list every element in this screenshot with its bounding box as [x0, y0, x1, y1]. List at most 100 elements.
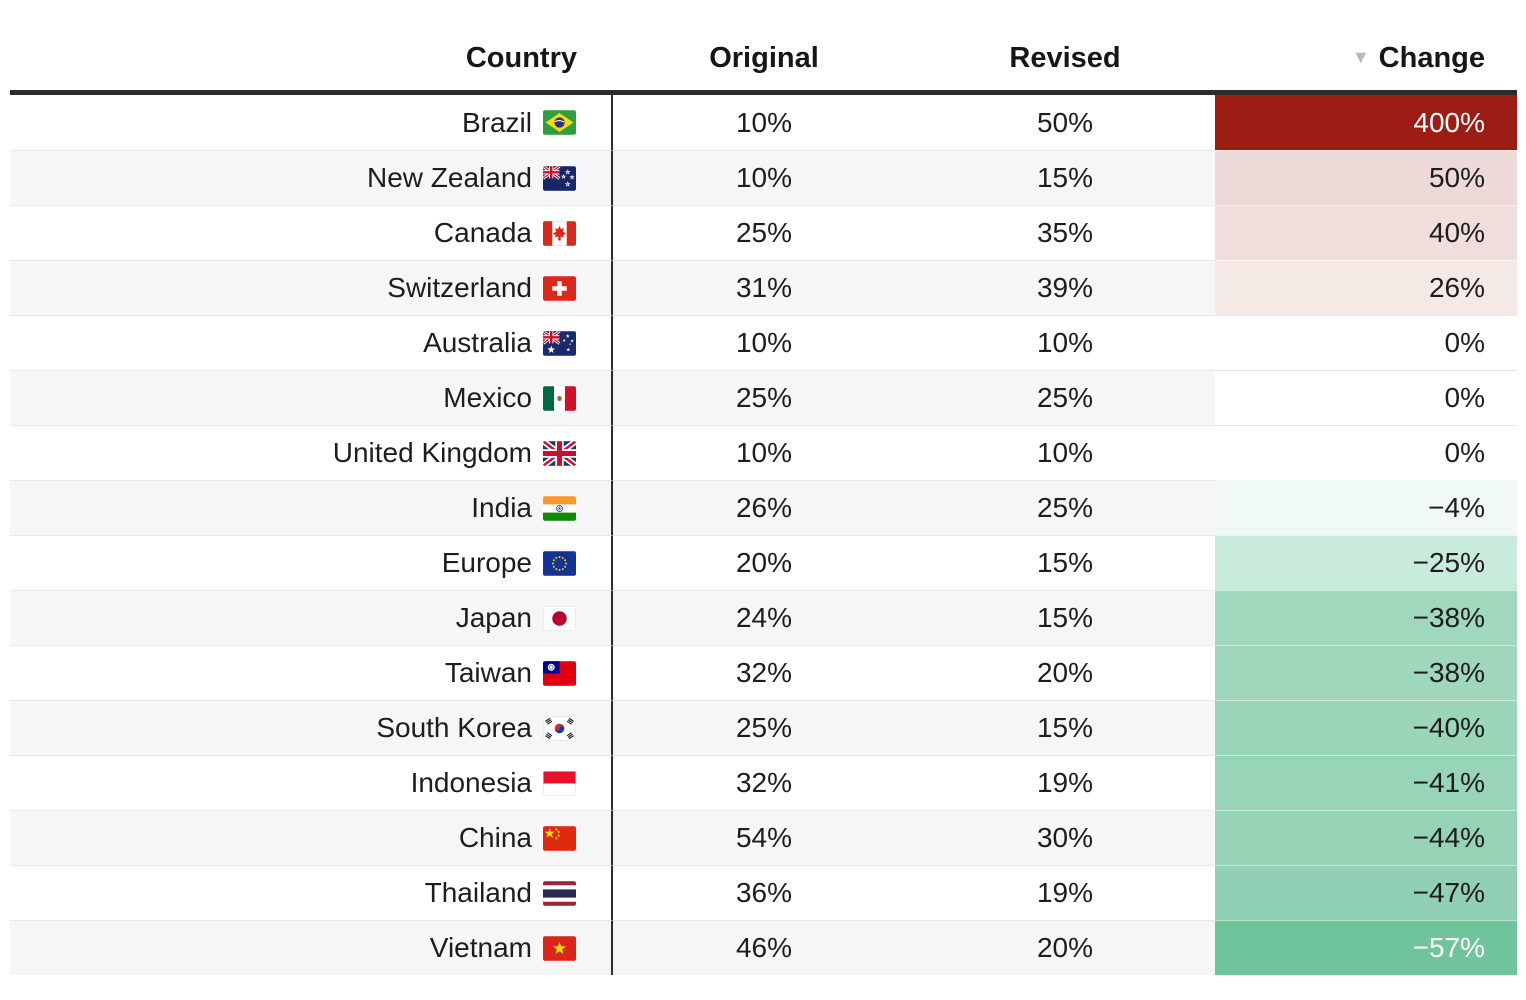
table-row: China 54% 30% −44% — [10, 810, 1517, 865]
original-tariff-cell: 20% — [613, 535, 915, 590]
country-cell: Indonesia — [10, 755, 613, 810]
change-cell: −44% — [1215, 810, 1517, 865]
table-body: Brazil 10% 50% 400% New Zealand 10% 15% … — [10, 95, 1517, 975]
column-header-original[interactable]: Original — [613, 42, 915, 75]
table-row: Brazil 10% 50% 400% — [10, 95, 1517, 150]
country-cell: Japan — [10, 590, 613, 645]
country-cell: New Zealand — [10, 150, 613, 205]
country-name: China — [458, 822, 532, 853]
revised-tariff-cell: 20% — [915, 920, 1215, 975]
original-tariff-cell: 10% — [613, 150, 915, 205]
sort-desc-icon: ▼ — [1351, 46, 1370, 67]
change-cell: −4% — [1215, 480, 1517, 535]
flag-thailand-icon — [543, 880, 576, 906]
revised-tariff-cell: 39% — [915, 260, 1215, 315]
flag-europe-icon — [543, 550, 576, 576]
revised-tariff-cell: 30% — [915, 810, 1215, 865]
original-tariff-cell: 32% — [613, 755, 915, 810]
original-tariff-cell: 24% — [613, 590, 915, 645]
change-cell: −47% — [1215, 865, 1517, 920]
revised-tariff-cell: 50% — [1036, 106, 1094, 138]
country-cell: Europe — [10, 535, 613, 590]
change-cell: 0% — [1215, 315, 1517, 370]
change-cell: −40% — [1215, 700, 1517, 755]
country-name: Brazil — [461, 106, 532, 138]
original-tariff-cell: 25% — [613, 370, 915, 425]
revised-tariff-cell: 10% — [915, 425, 1215, 480]
original-tariff-cell: 25% — [613, 205, 915, 260]
revised-tariff-cell: 19% — [915, 865, 1215, 920]
revised-tariff-cell: 19% — [915, 755, 1215, 810]
flag-canada-icon — [543, 220, 576, 246]
table-row: United Kingdom 10% 10% 0% — [10, 425, 1517, 480]
country-name: Japan — [455, 602, 532, 633]
change-cell: 400% — [1215, 95, 1517, 150]
country-cell: Mexico — [10, 370, 613, 425]
table-row: South Korea 25% 15% −40% — [10, 700, 1517, 755]
country-name: South Korea — [376, 712, 532, 743]
column-header-change[interactable]: ▼ Change — [1215, 42, 1517, 75]
table-row: Taiwan 32% 20% −38% — [10, 645, 1517, 700]
country-name: Thailand — [424, 877, 532, 908]
country-name: United Kingdom — [332, 437, 532, 468]
change-cell: −38% — [1215, 645, 1517, 700]
flag-indonesia-icon — [543, 770, 576, 796]
table-row: New Zealand 10% 15% 50% — [10, 150, 1517, 205]
country-cell: Vietnam — [10, 920, 613, 975]
flag-china-icon — [543, 825, 576, 851]
flag-vietnam-icon — [543, 935, 576, 961]
revised-tariff-cell: 35% — [915, 205, 1215, 260]
country-name: Europe — [441, 547, 532, 578]
table-row: Mexico 25% 25% 0% — [10, 370, 1517, 425]
table-row: Thailand 36% 19% −47% — [10, 865, 1517, 920]
country-cell: Switzerland — [10, 260, 613, 315]
change-cell: 50% — [1215, 150, 1517, 205]
change-cell: 40% — [1215, 205, 1517, 260]
table-row: Australia 10% 10% 0% — [10, 315, 1517, 370]
revised-tariff-cell: 15% — [915, 150, 1215, 205]
table-row: Switzerland 31% 39% 26% — [10, 260, 1517, 315]
table-row: Canada 25% 35% 40% — [10, 205, 1517, 260]
revised-tariff-cell: 20% — [915, 645, 1215, 700]
revised-tariff-cell: 15% — [915, 535, 1215, 590]
column-header-revised[interactable]: Revised — [915, 42, 1215, 75]
original-tariff-cell: 25% — [613, 700, 915, 755]
country-name: Canada — [433, 217, 532, 248]
original-tariff-cell: 36% — [613, 865, 915, 920]
country-cell: China — [10, 810, 613, 865]
change-cell: 0% — [1215, 425, 1517, 480]
change-cell: −41% — [1215, 755, 1517, 810]
original-tariff-cell: 10% — [613, 425, 915, 480]
country-cell: India — [10, 480, 613, 535]
country-name: India — [471, 492, 532, 523]
change-cell: 26% — [1215, 260, 1517, 315]
country-name: Vietnam — [429, 932, 532, 963]
table-header-row: Country Original Revised ▼ Change — [10, 0, 1517, 95]
change-cell: −25% — [1215, 535, 1517, 590]
column-header-change-label: Change — [1378, 42, 1485, 74]
original-tariff-cell: 31% — [613, 260, 915, 315]
revised-tariff-cell: 15% — [915, 700, 1215, 755]
country-name: Taiwan — [444, 657, 532, 688]
country-cell: South Korea — [10, 700, 613, 755]
country-cell: Canada — [10, 205, 613, 260]
flag-south-korea-icon — [543, 715, 576, 741]
original-tariff-cell: 10% — [735, 106, 793, 138]
flag-japan-icon — [543, 605, 576, 631]
country-cell: Australia — [10, 315, 613, 370]
revised-tariff-cell: 10% — [915, 315, 1215, 370]
column-header-revised-label: Revised — [1009, 42, 1121, 74]
country-cell: Thailand — [10, 865, 613, 920]
column-header-country[interactable]: Country — [10, 42, 613, 75]
flag-switzerland-icon — [543, 275, 576, 301]
original-tariff-cell: 46% — [613, 920, 915, 975]
table-row: Indonesia 32% 19% −41% — [10, 755, 1517, 810]
original-tariff-cell: 54% — [613, 810, 915, 865]
table-row: Japan 24% 15% −38% — [10, 590, 1517, 645]
change-cell: −38% — [1215, 590, 1517, 645]
country-name: Australia — [423, 327, 532, 358]
country-name: Indonesia — [410, 767, 532, 798]
revised-tariff-cell: 25% — [915, 370, 1215, 425]
country-name: Mexico — [443, 382, 532, 413]
flag-mexico-icon — [543, 385, 576, 411]
